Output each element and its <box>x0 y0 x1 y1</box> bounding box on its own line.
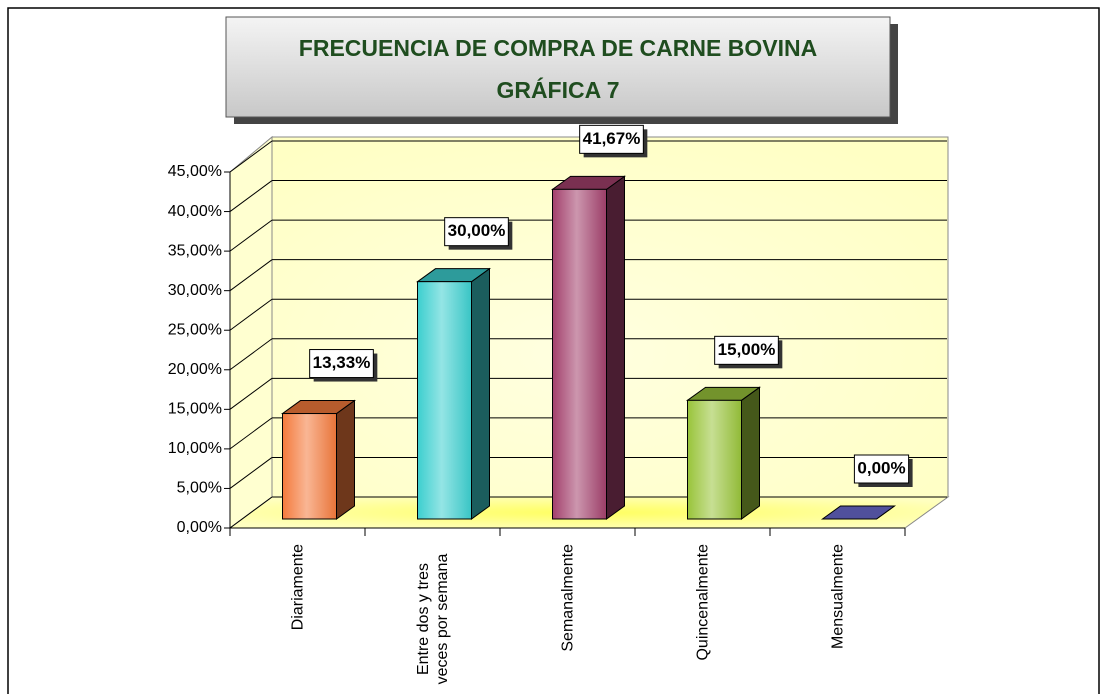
grid-line <box>229 457 273 489</box>
bar <box>552 188 607 520</box>
x-tick-label: Semanalmente <box>559 544 576 652</box>
value-label: 30,00% <box>448 221 506 240</box>
y-tick-label: 30,00% <box>168 282 222 299</box>
y-tick-label: 40,00% <box>168 203 222 220</box>
bar <box>282 413 337 520</box>
y-tick-label: 35,00% <box>168 242 222 259</box>
chart-subtitle: GRÁFICA 7 <box>496 76 619 103</box>
x-tick-label-box: Diariamente <box>288 544 307 694</box>
y-tick-label: 25,00% <box>168 321 222 338</box>
y-tick-label: 45,00% <box>168 163 222 180</box>
bar-side <box>741 386 760 520</box>
grid-line <box>229 259 273 292</box>
value-label-box <box>444 217 509 247</box>
value-label-box <box>579 124 644 154</box>
bar-side <box>336 399 355 520</box>
grid-line <box>229 496 273 529</box>
x-tick-label: Entre dos y tres veces por semana <box>414 553 451 685</box>
grid-line <box>229 180 273 212</box>
x-tick-label-box: Semanalmente <box>558 544 577 694</box>
value-label-box <box>853 454 910 484</box>
value-label-box <box>309 349 374 379</box>
grid-line <box>229 338 273 371</box>
bar <box>417 281 472 520</box>
y-tick-label: 0,00% <box>177 519 222 536</box>
grid-line <box>229 298 273 331</box>
y-tick-label: 15,00% <box>168 401 222 418</box>
bar <box>687 399 742 520</box>
y-tick-label: 20,00% <box>168 361 222 378</box>
grid-line <box>229 377 273 410</box>
value-label: 15,00% <box>718 340 776 359</box>
x-tick-label-box: Quincenalmente <box>693 544 712 694</box>
y-tick-label: 5,00% <box>177 480 222 497</box>
value-label-box <box>714 335 779 365</box>
bar-side <box>471 267 490 520</box>
value-label: 41,67% <box>583 129 641 148</box>
value-label: 13,33% <box>313 353 371 372</box>
x-tick-label: Diariamente <box>289 544 306 631</box>
x-tick-label-box: Mensualmente <box>828 544 847 694</box>
x-tick-label-box: Entre dos y tres veces por semana <box>414 544 452 694</box>
value-label: 0,00% <box>857 458 905 477</box>
x-tick-label: Quincenalmente <box>694 544 711 661</box>
bar-top <box>820 505 897 520</box>
y-tick-label: 10,00% <box>168 440 222 457</box>
grid-line <box>229 140 273 173</box>
bar-side <box>606 175 625 520</box>
x-tick-label: Mensualmente <box>829 544 846 649</box>
grid-line <box>229 219 273 252</box>
title-box <box>225 16 891 118</box>
chart-title: FRECUENCIA DE COMPRA DE CARNE BOVINA <box>299 35 817 61</box>
grid-line <box>229 417 273 450</box>
